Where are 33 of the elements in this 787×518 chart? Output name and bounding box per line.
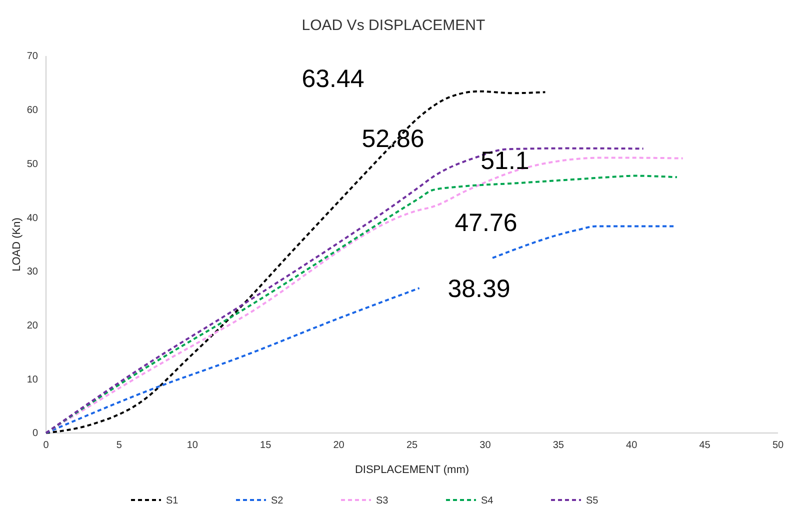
x-tick-label: 5 <box>116 440 122 452</box>
legend-label: S3 <box>376 496 389 506</box>
annotation: 47.76 <box>454 208 518 237</box>
y-tick-label: 40 <box>26 212 38 224</box>
annotation: 63.44 <box>302 64 364 93</box>
x-axis-title: DISPLACEMENT (mm) <box>354 464 470 476</box>
legend-label: S4 <box>481 496 494 506</box>
y-tick-label: 0 <box>32 428 38 440</box>
annotation: 52.86 <box>362 124 424 153</box>
line-series <box>45 90 546 434</box>
y-tick-label: 60 <box>26 105 38 116</box>
chart-title: LOAD Vs DISPLACEMENT <box>302 17 486 34</box>
y-tick-label: 50 <box>26 158 38 170</box>
x-tick-label: 50 <box>772 440 784 452</box>
x-tick-label: 0 <box>43 440 50 452</box>
x-tick-label: 40 <box>626 440 638 452</box>
y-tick-label: 30 <box>26 266 38 278</box>
annotation: 51.1 <box>480 146 530 175</box>
x-tick-label: 10 <box>186 440 198 452</box>
y-axis-title: LOAD (Kn) <box>11 218 23 272</box>
legend-label: S5 <box>586 496 599 506</box>
x-tick-label: 45 <box>699 440 711 452</box>
legend-label: S2 <box>271 496 284 506</box>
y-tick-label: 70 <box>26 51 38 62</box>
annotation: 38.39 <box>448 274 510 303</box>
x-tick-label: 15 <box>260 440 272 452</box>
x-tick-label: 25 <box>406 440 418 452</box>
y-tick-label: 20 <box>26 320 38 332</box>
x-tick-label: 35 <box>552 440 564 452</box>
x-tick-label: 20 <box>333 440 345 452</box>
legend-label: S1 <box>166 496 179 506</box>
y-tick-label: 10 <box>26 374 38 386</box>
x-tick-label: 30 <box>480 440 492 452</box>
